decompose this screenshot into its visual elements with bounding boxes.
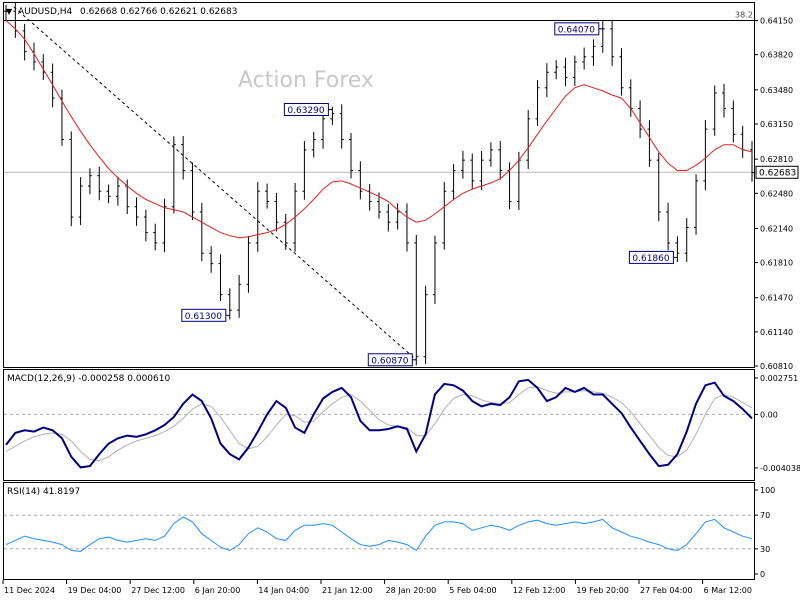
price-bars — [4, 1, 754, 366]
x-tick-label: 27 Dec 12:00 — [131, 586, 185, 595]
y-tick-label: 0.63820 — [760, 51, 793, 60]
macd-y-tick-label: 0.00 — [760, 410, 778, 419]
price-annotation-box — [628, 250, 674, 264]
fib-level-label: 38.2 — [735, 11, 753, 20]
header-symbol: AUDUSD,H4 — [18, 7, 73, 17]
price-annotation-label: 0.61860 — [632, 254, 669, 264]
price-annotation-label: 0.60870 — [371, 356, 408, 366]
macd-signal-line — [5, 386, 753, 462]
y-tick-label: 0.60810 — [760, 362, 793, 371]
macd-line — [5, 378, 753, 469]
y-tick-label: 0.62810 — [760, 155, 793, 164]
x-tick-label: 28 Jan 20:00 — [386, 586, 437, 595]
x-tick-label: 14 Jan 04:00 — [258, 586, 309, 595]
x-tick-label: 12 Feb 12:00 — [513, 586, 565, 595]
price-annotation-label: 0.63290 — [287, 106, 324, 116]
x-tick-label: 27 Feb 04:00 — [640, 586, 692, 595]
y-tick-label: 0.63150 — [760, 120, 793, 129]
y-tick-label: 0.63480 — [760, 86, 793, 95]
x-tick-label: 6 Jan 20:00 — [195, 586, 241, 595]
header-ohlc: 0.62668 0.62766 0.62621 0.62683 — [80, 7, 237, 17]
macd-title: MACD(12,26,9) -0.000258 0.000610 — [7, 374, 170, 384]
moving-average-line — [5, 20, 753, 239]
y-tick-label: 0.61470 — [760, 294, 793, 303]
price-annotation-box — [181, 308, 227, 322]
trendline — [13, 6, 417, 361]
price-annotation-box — [283, 102, 329, 116]
x-tick-label: 5 Feb 04:00 — [449, 586, 496, 595]
rsi-y-tick-label: 100 — [760, 486, 775, 495]
y-tick-label: 0.62140 — [760, 224, 793, 233]
macd-y-tick-label: -0.004038 — [760, 464, 800, 473]
y-tick-label: 0.64150 — [760, 17, 793, 26]
macd-panel-frame — [3, 369, 755, 481]
price-annotation-box — [554, 22, 600, 36]
watermark: Action Forex — [238, 68, 374, 93]
svg-text:0.62683: 0.62683 — [759, 168, 796, 178]
rsi-title: RSI(14) 41.8197 — [7, 487, 80, 497]
current-price-tag: 0.62683 — [755, 165, 799, 179]
y-tick-label: 0.61810 — [760, 259, 793, 268]
rsi-line — [5, 516, 753, 552]
x-tick-label: 6 Mar 12:00 — [704, 586, 752, 595]
rsi-y-ticks: 100 70 30 0 — [754, 486, 775, 579]
macd-y-tick-label: 0.002751 — [760, 374, 798, 383]
price-annotation-box — [367, 353, 413, 367]
rsi-y-tick-label: 0 — [760, 570, 765, 579]
macd-y-ticks: 0.002751 0.00 -0.004038 — [754, 374, 800, 473]
x-tick-label: 21 Jan 12:00 — [322, 586, 373, 595]
header-triangle-icon[interactable]: ▼ — [6, 7, 13, 16]
rsi-panel-frame — [3, 482, 755, 580]
price-annotation-label: 0.64070 — [558, 25, 595, 35]
y-tick-label: 0.61140 — [760, 328, 793, 337]
y-tick-label: 0.62480 — [760, 189, 793, 198]
x-tick-label: 19 Feb 20:00 — [576, 586, 628, 595]
main-y-ticks: 0.64150 0.63820 0.63480 0.63150 0.62810 0.624… — [754, 17, 793, 371]
x-tick-label: 11 Dec 2024 — [4, 586, 55, 595]
price-annotation-label: 0.61300 — [185, 312, 222, 322]
rsi-y-tick-label: 70 — [760, 511, 770, 520]
x-axis-ticks: 11 Dec 2024 19 Dec 04:00 27 Dec 12:00 6 Jan… — [2, 580, 752, 595]
price-annotations: 0.64070 0.63290 0.61300 0.60870 0.61860 — [181, 22, 678, 367]
rsi-y-tick-label: 30 — [760, 545, 770, 554]
x-tick-label: 19 Dec 04:00 — [68, 586, 122, 595]
main-panel-frame — [3, 2, 755, 368]
